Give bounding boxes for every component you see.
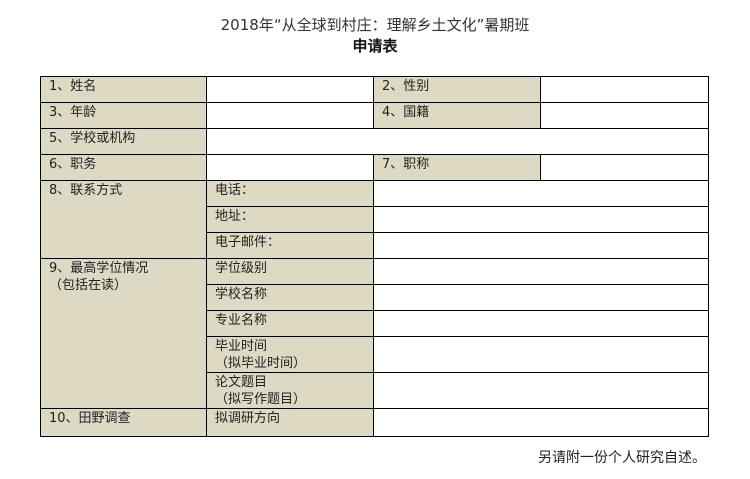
phone-label: 电话： <box>206 180 374 207</box>
age-field[interactable] <box>206 102 374 129</box>
grad-time-note: （拟毕业时间） <box>215 356 307 371</box>
thesis-title: 论文题目 <box>215 375 268 390</box>
page-subtitle: 申请表 <box>352 37 398 55</box>
gender-field[interactable] <box>540 76 709 103</box>
school-field[interactable] <box>206 128 709 155</box>
major-field[interactable] <box>373 310 709 337</box>
address-label: 地址： <box>206 206 374 233</box>
address-field[interactable] <box>373 206 709 233</box>
school-label: 5、学校或机构 <box>40 128 207 155</box>
grad-time-field[interactable] <box>373 336 709 373</box>
title-label: 7、职称 <box>373 154 541 181</box>
page-title: 2018年“从全球到村庄：理解乡土文化”暑期班 <box>220 16 530 34</box>
degree-label: 9、最高学位情况 （包括在读） <box>40 258 207 409</box>
contact-label: 8、联系方式 <box>40 180 207 259</box>
degree-level-label: 学位级别 <box>206 258 374 285</box>
position-label: 6、职务 <box>40 154 207 181</box>
name-label: 1、姓名 <box>40 76 207 103</box>
school-name-field[interactable] <box>373 284 709 311</box>
nationality-field[interactable] <box>540 102 709 129</box>
degree-level-field[interactable] <box>373 258 709 285</box>
thesis-field[interactable] <box>373 372 709 409</box>
email-label: 电子邮件： <box>206 232 374 259</box>
nationality-label: 4、国籍 <box>373 102 541 129</box>
research-direction-label: 拟调研方向 <box>206 408 374 437</box>
fieldwork-label: 10、田野调查 <box>40 408 207 437</box>
degree-note: （包括在读） <box>49 278 128 293</box>
application-form: 1、姓名 2、性别 3、年龄 4、国籍 5、学校或机构 6、职务 7、职称 8、… <box>40 76 709 437</box>
school-name-label: 学校名称 <box>206 284 374 311</box>
thesis-note: （拟写作题目） <box>215 392 307 407</box>
email-field[interactable] <box>373 232 709 259</box>
research-direction-field[interactable] <box>373 408 709 437</box>
age-label: 3、年龄 <box>40 102 207 129</box>
grad-time-label: 毕业时间 （拟毕业时间） <box>206 336 374 373</box>
title-field[interactable] <box>540 154 709 181</box>
grad-time-title: 毕业时间 <box>215 339 268 354</box>
gender-label: 2、性别 <box>373 76 541 103</box>
thesis-label: 论文题目 （拟写作题目） <box>206 372 374 409</box>
major-label: 专业名称 <box>206 310 374 337</box>
name-field[interactable] <box>206 76 374 103</box>
footer-note: 另请附一份个人研究自述。 <box>538 450 706 466</box>
phone-field[interactable] <box>373 180 709 207</box>
degree-title: 9、最高学位情况 <box>49 261 149 276</box>
position-field[interactable] <box>206 154 374 181</box>
